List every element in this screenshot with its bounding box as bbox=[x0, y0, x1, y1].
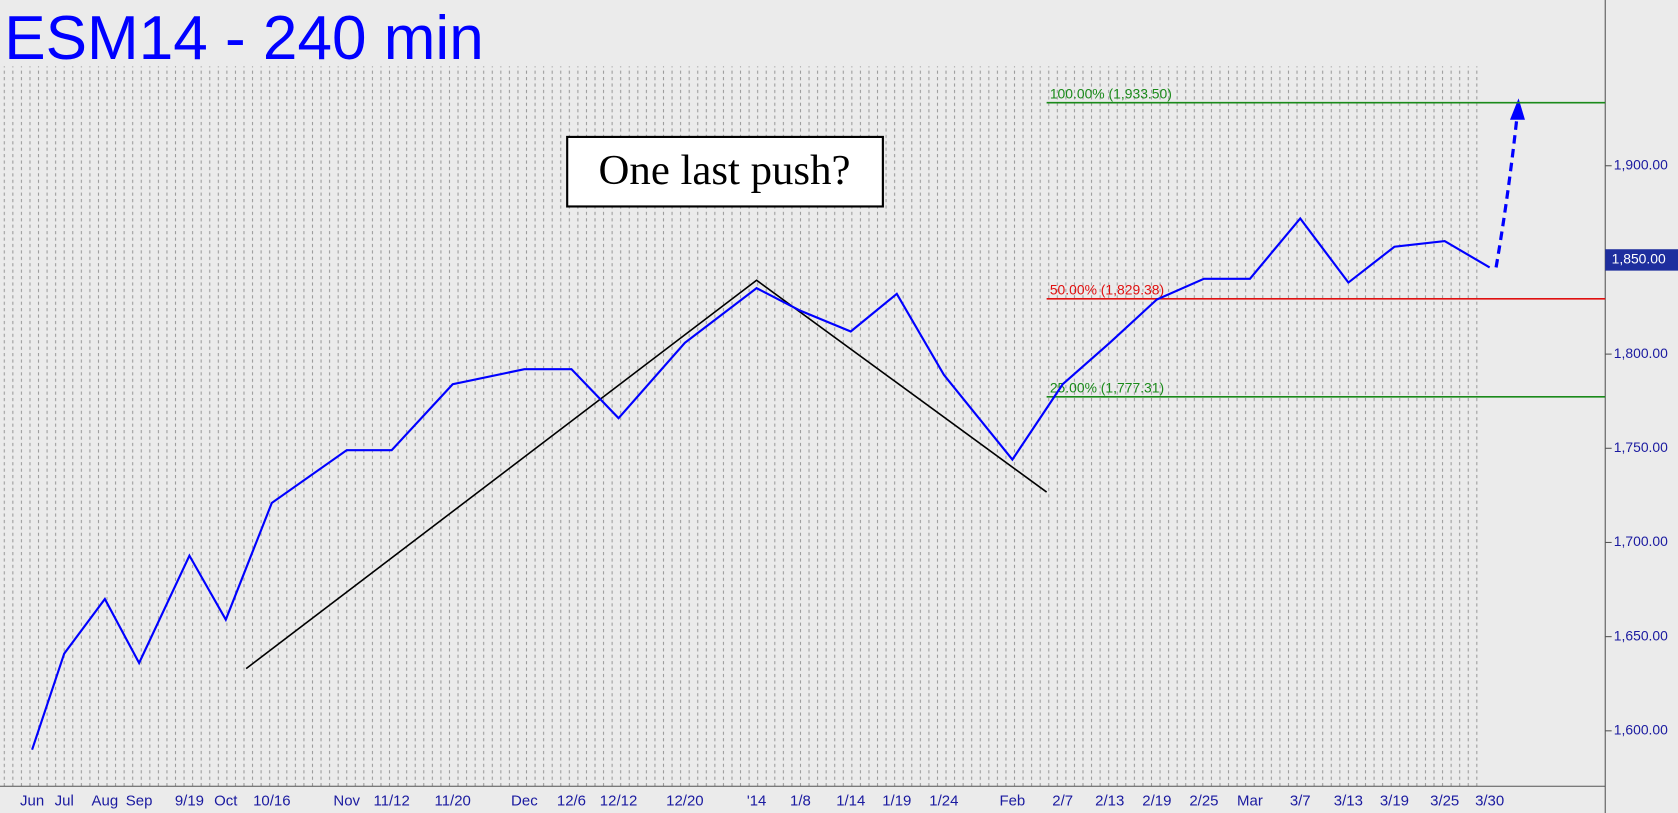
x-tick-label: Oct bbox=[214, 793, 238, 810]
x-tick-label: 3/30 bbox=[1475, 793, 1504, 810]
x-tick-label: 9/19 bbox=[175, 793, 204, 810]
x-tick-label: 1/8 bbox=[790, 793, 811, 810]
y-tick-label: 1,700.00 bbox=[1614, 533, 1668, 549]
fib-label: 25.00% (1,777.31) bbox=[1050, 380, 1164, 396]
fib-label: 100.00% (1,933.50) bbox=[1050, 85, 1172, 101]
x-tick-label: Jun bbox=[20, 793, 44, 810]
x-tick-label: 2/7 bbox=[1052, 793, 1073, 810]
x-tick-label: 11/12 bbox=[373, 793, 409, 810]
y-tick-label: 1,650.00 bbox=[1614, 627, 1668, 643]
x-tick-label: '14 bbox=[747, 793, 767, 810]
y-tick-label: 1,800.00 bbox=[1614, 345, 1668, 361]
x-tick-label: Sep bbox=[126, 793, 153, 810]
annotation: One last push? bbox=[599, 147, 851, 194]
x-tick-label: 12/12 bbox=[600, 793, 637, 810]
arrow-head bbox=[1509, 98, 1525, 120]
x-tick-label: 1/19 bbox=[882, 793, 911, 810]
trend-line bbox=[245, 279, 1048, 670]
x-tick-label: 10/16 bbox=[253, 793, 290, 810]
x-tick-label: 2/19 bbox=[1142, 793, 1171, 810]
x-tick-label: Aug bbox=[92, 793, 119, 810]
annotation-box bbox=[566, 135, 884, 208]
x-tick-label: 2/25 bbox=[1189, 793, 1218, 810]
x-tick-label: 1/14 bbox=[836, 793, 865, 810]
x-tick-label: Feb bbox=[999, 793, 1025, 810]
x-tick-label: 12/20 bbox=[666, 793, 703, 810]
x-tick-label: 2/13 bbox=[1095, 793, 1124, 810]
price-line bbox=[31, 216, 1491, 750]
y-tick-label: 1,600.00 bbox=[1614, 721, 1668, 737]
x-tick-label: Mar bbox=[1237, 793, 1263, 810]
x-tick-label: 3/19 bbox=[1380, 793, 1409, 810]
x-tick-label: Nov bbox=[333, 793, 360, 810]
x-tick-label: 3/7 bbox=[1290, 793, 1311, 810]
projection-arrow bbox=[1494, 112, 1520, 268]
y-tick-label: 1,900.00 bbox=[1614, 156, 1668, 172]
x-tick-label: Dec bbox=[511, 793, 538, 810]
x-tick-label: 12/6 bbox=[557, 793, 586, 810]
fib-label: 50.00% (1,829.38) bbox=[1050, 281, 1164, 297]
x-tick-label: 11/20 bbox=[434, 793, 470, 810]
chart-title: ESM14 - 240 min bbox=[4, 4, 483, 73]
last-price-box bbox=[1605, 249, 1678, 271]
last-price-label: 1,850.00 bbox=[1612, 251, 1666, 267]
y-tick-label: 1,750.00 bbox=[1614, 439, 1668, 455]
x-tick-label: 3/13 bbox=[1334, 793, 1363, 810]
x-tick-label: 3/25 bbox=[1430, 793, 1459, 810]
x-tick-label: Jul bbox=[55, 793, 74, 810]
x-tick-label: 1/24 bbox=[929, 793, 958, 810]
